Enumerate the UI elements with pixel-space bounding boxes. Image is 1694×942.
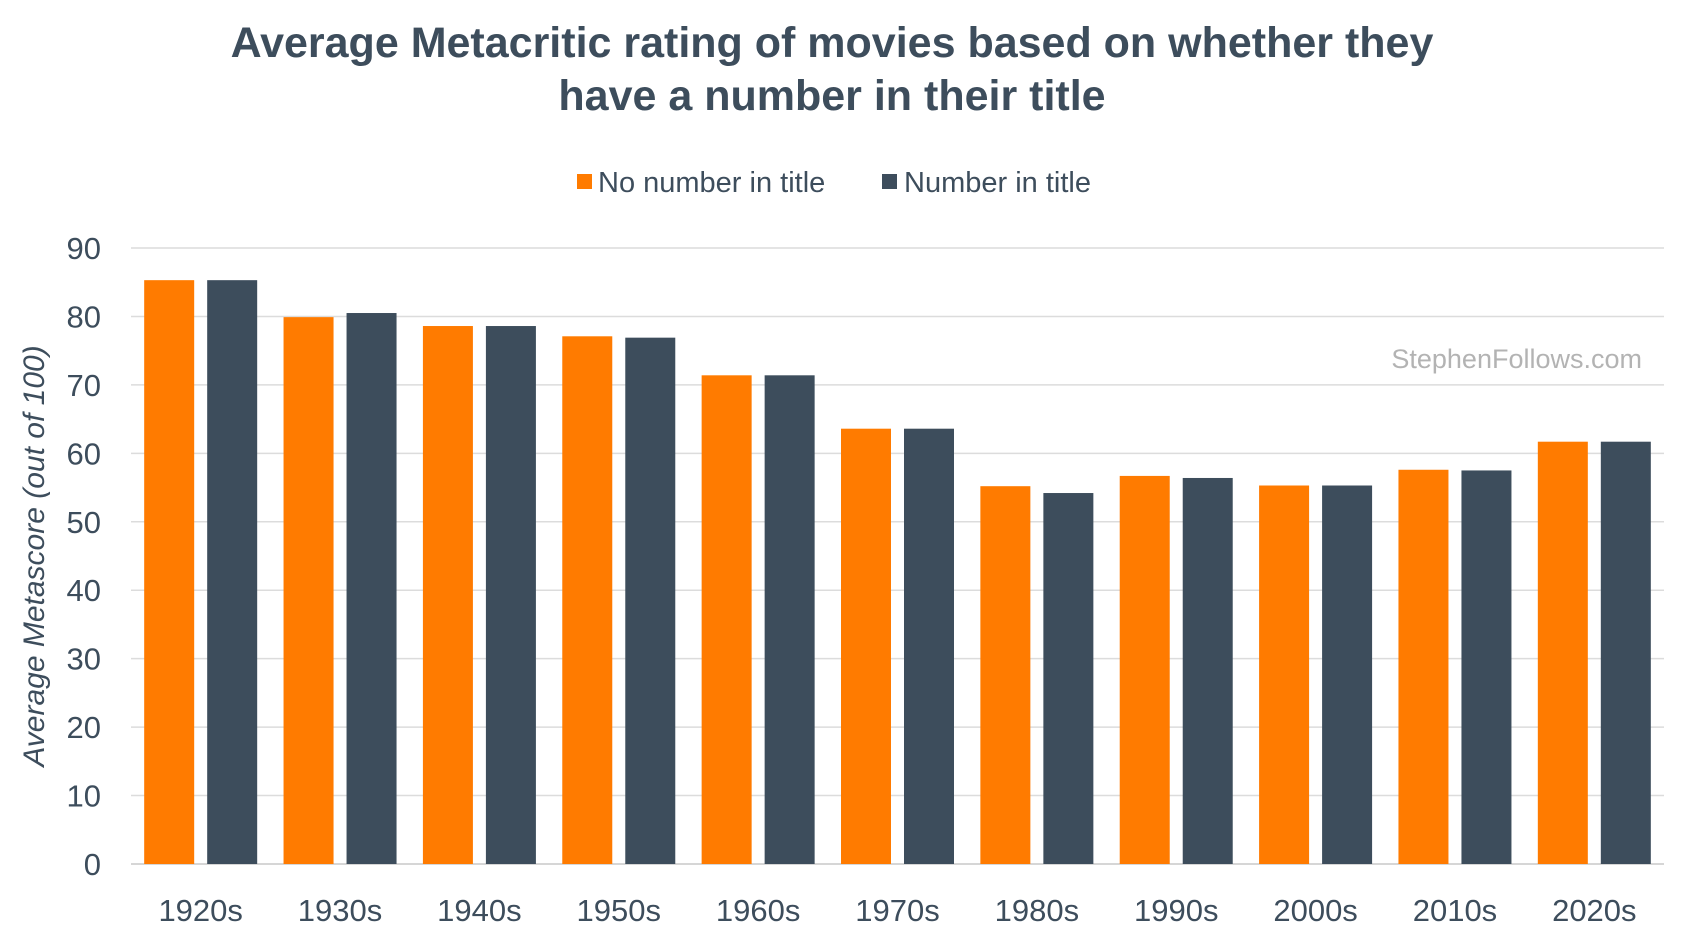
x-tick-label: 1980s xyxy=(995,893,1079,928)
x-tick-label: 2010s xyxy=(1413,893,1497,928)
legend-label-number: Number in title xyxy=(904,167,1091,199)
bar-no-number-1990s xyxy=(1119,475,1170,864)
bar-no-number-1950s xyxy=(562,336,613,864)
y-axis-title: Average Metascore (out of 100) xyxy=(18,345,51,768)
bar-number-1980s xyxy=(1043,493,1094,864)
legend-swatch-no-number xyxy=(577,174,592,189)
y-tick-label: 30 xyxy=(67,642,101,677)
x-tick-label: 1990s xyxy=(1134,893,1218,928)
x-tick-label: 1970s xyxy=(855,893,939,928)
bar-number-2000s xyxy=(1322,485,1373,864)
bar-number-1960s xyxy=(764,375,815,864)
y-tick-label: 80 xyxy=(67,299,101,334)
x-tick-label: 2000s xyxy=(1273,893,1357,928)
bar-no-number-1930s xyxy=(283,317,334,864)
bar-no-number-1970s xyxy=(841,428,891,864)
legend-swatch-number xyxy=(882,174,897,189)
bar-number-2020s xyxy=(1600,441,1651,864)
bar-no-number-2020s xyxy=(1537,441,1588,864)
bar-number-1990s xyxy=(1182,477,1233,864)
x-tick-label: 1920s xyxy=(158,893,242,928)
axes: 0 10 20 30 40 50 60 70 80 90 1920s 1930s 1940s 1950s 1… xyxy=(67,231,1637,928)
bar-no-number-1960s xyxy=(701,375,752,864)
bar-number-1970s xyxy=(904,428,954,864)
bar-no-number-1980s xyxy=(980,486,1031,864)
bar-number-1950s xyxy=(625,337,676,864)
x-tick-label: 1930s xyxy=(298,893,382,928)
chart-title-line-2: have a number in their title xyxy=(558,72,1105,120)
x-tick-label: 1960s xyxy=(716,893,800,928)
bar-no-number-2000s xyxy=(1259,485,1310,864)
y-tick-label: 0 xyxy=(84,847,101,882)
bars xyxy=(144,280,1651,864)
bar-number-1940s xyxy=(485,326,536,864)
y-tick-label: 60 xyxy=(67,436,101,471)
y-tick-label: 70 xyxy=(67,368,101,403)
watermark: StephenFollows.com xyxy=(1391,344,1642,374)
x-tick-label: 2020s xyxy=(1552,893,1636,928)
chart-title-line-1: Average Metacritic rating of movies base… xyxy=(231,19,1434,67)
legend: No number in title Number in title xyxy=(577,167,1091,199)
y-tick-label: 50 xyxy=(67,505,101,540)
legend-label-no-number: No number in title xyxy=(598,167,825,199)
bar-no-number-1920s xyxy=(144,280,195,864)
y-tick-label: 20 xyxy=(67,710,101,745)
bar-number-1920s xyxy=(207,280,258,864)
bar-number-2010s xyxy=(1461,470,1512,864)
y-tick-label: 90 xyxy=(67,231,101,266)
x-tick-label: 1940s xyxy=(437,893,521,928)
x-tick-label: 1950s xyxy=(577,893,661,928)
y-tick-label: 40 xyxy=(67,573,101,608)
bar-no-number-2010s xyxy=(1398,469,1449,864)
bar-number-1930s xyxy=(346,313,397,864)
bar-no-number-1940s xyxy=(422,326,473,864)
y-tick-label: 10 xyxy=(67,779,101,814)
